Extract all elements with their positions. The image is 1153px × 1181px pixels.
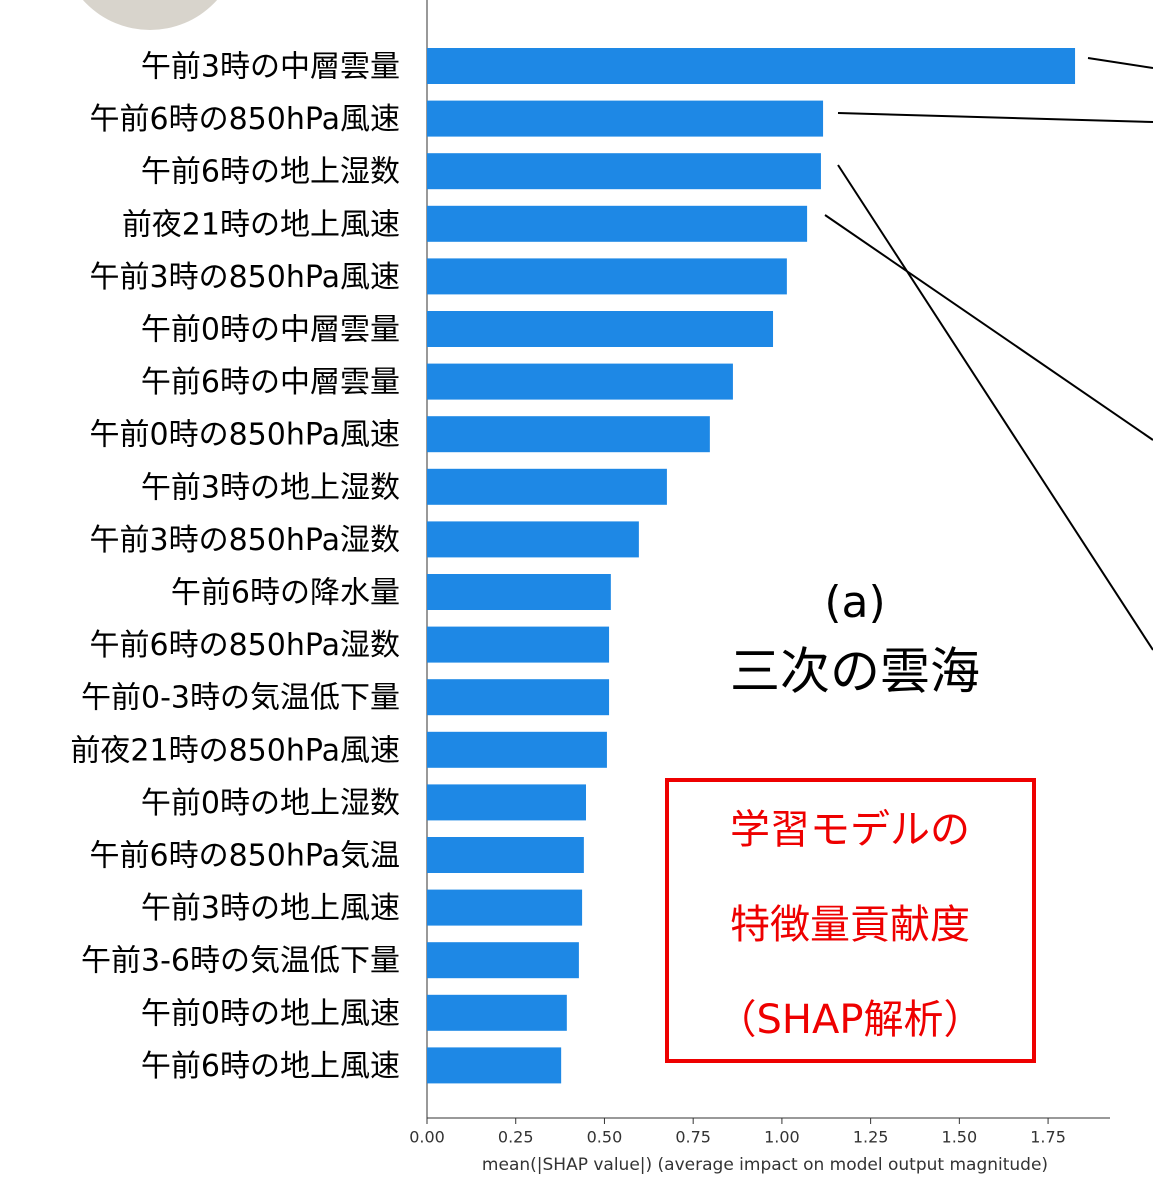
bar [427,101,823,137]
y-tick-label: 午前6時の中層雲量 [141,365,400,400]
bar [427,837,584,873]
bar [427,679,609,715]
x-tick-label: 0.00 [409,1128,445,1147]
x-tick-label: 0.50 [587,1128,623,1147]
y-tick-label: 午前3時の地上湿数 [141,470,400,505]
bar [427,521,639,557]
pointer-line [838,113,1153,122]
bar [427,732,607,768]
box-text: 学習モデルの [730,807,970,853]
y-tick-label: 午前6時の降水量 [171,576,400,611]
bar [427,258,787,294]
y-tick-label: 午前6時の850hPa気温 [90,839,401,874]
pointer-line [1088,58,1153,68]
bar [427,416,710,452]
x-tick-label: 1.25 [853,1128,889,1147]
y-tick-label: 前夜21時の850hPa風速 [70,733,400,768]
annotation: (a) [824,577,885,628]
x-tick-label: 0.25 [498,1128,534,1147]
y-tick-label: 午前6時の地上湿数 [141,155,400,190]
y-tick-label: 午前0-3時の気温低下量 [81,681,400,716]
x-axis-label: mean(|SHAP value|) (average impact on mo… [482,1155,1048,1175]
bar [427,364,733,400]
bar [427,469,667,505]
bar [427,890,582,926]
bar [427,574,611,610]
bar [427,153,821,189]
x-tick-label: 0.75 [675,1128,711,1147]
y-tick-label: 午前3時の850hPa湿数 [90,523,401,558]
pointer-line [825,215,1153,440]
y-tick-label: 午前0時の地上風速 [141,996,400,1031]
annotation: 三次の雲海 [730,643,980,701]
y-tick-label: 午前3時の地上風速 [141,891,400,926]
chart: (a) 三次の雲海 学習モデルの 特徴量貢献度 （SHAP解析） mean(|S… [0,0,1153,1181]
x-tick-label: 1.00 [764,1128,800,1147]
box-text: 特徴量貢献度 [730,902,970,948]
bar [427,942,579,978]
bar [427,1047,561,1083]
y-tick-label: 前夜21時の地上風速 [122,207,400,242]
y-tick-label: 午前6時の850hPa湿数 [90,628,401,663]
decoration [60,0,240,30]
box-text: （SHAP解析） [717,997,984,1043]
x-tick-label: 1.75 [1030,1128,1066,1147]
y-tick-label: 午前3-6時の気温低下量 [81,944,400,979]
y-tick-label: 午前0時の地上湿数 [141,786,400,821]
y-tick-label: 午前0時の中層雲量 [141,313,400,348]
bar [427,206,807,242]
bar [427,627,609,663]
bar [427,311,773,347]
bar [427,995,567,1031]
bar [427,784,586,820]
y-tick-label: 午前6時の地上風速 [141,1049,400,1084]
x-tick-label: 1.50 [942,1128,978,1147]
bar [427,48,1075,84]
y-tick-label: 午前6時の850hPa風速 [90,102,401,137]
y-tick-label: 午前3時の850hPa風速 [90,260,401,295]
y-tick-label: 午前3時の中層雲量 [141,50,400,85]
y-tick-label: 午前0時の850hPa風速 [90,418,401,453]
